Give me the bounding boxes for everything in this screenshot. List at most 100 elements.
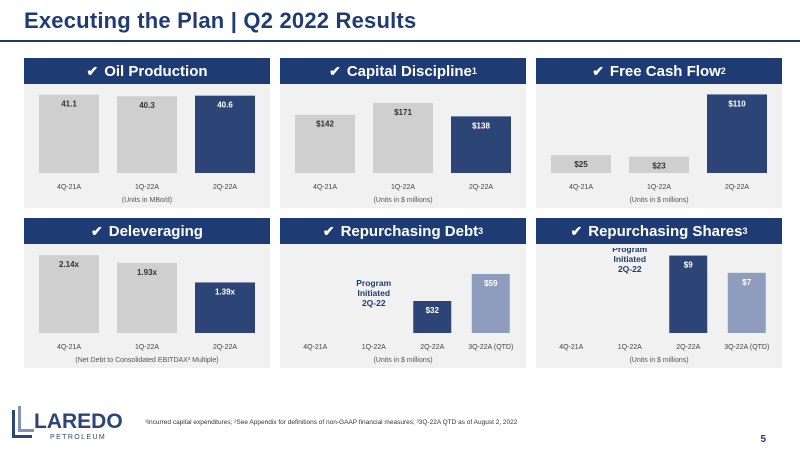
tick-label: 1Q-22A <box>391 184 415 191</box>
panel-oil-production: ✔ Oil Production 41.1 4Q-21A 40.3 1Q-22A 40.… <box>24 58 270 208</box>
tick-label: 4Q-21A <box>313 184 337 191</box>
tick-label: 4Q-21A <box>57 184 81 191</box>
tick-label: 1Q-22A <box>135 344 159 351</box>
bar <box>413 301 452 333</box>
data-label: $171 <box>394 108 412 117</box>
tick-label: 3Q-22A (QTD) <box>468 344 513 351</box>
chart-capital-discipline: $142 4Q-21A $171 1Q-22A $138 2Q-22A (Units in … <box>280 88 526 208</box>
bar <box>39 255 99 333</box>
panel-deleveraging: ✔ Deleveraging 2.14x 4Q-21A 1.93x 1Q-22A 1.3… <box>24 218 270 368</box>
panel-banner: ✔ Oil Production <box>24 58 270 84</box>
data-label: $23 <box>652 162 666 171</box>
bar <box>451 116 511 173</box>
tick-label: 4Q-21A <box>559 344 583 351</box>
axis-label: (Units in $ millions) <box>373 357 432 364</box>
bar <box>471 274 510 333</box>
data-label: $142 <box>316 120 334 129</box>
chart-free-cash-flow: $25 4Q-21A $23 1Q-22A $110 2Q-22A (Units in $ … <box>536 88 782 208</box>
chart-svg: 4Q-21A 1Q-22A $32 2Q-22A $59 3Q-22A (QTD) (Uni… <box>303 274 513 364</box>
title-divider <box>0 40 800 42</box>
checkmark-icon: ✔ <box>322 222 335 239</box>
checkmark-icon: ✔ <box>91 222 103 239</box>
tick-label: 2Q-22A <box>213 184 237 191</box>
tick-label: 1Q-22A <box>647 184 671 191</box>
chart-deleveraging: 2.14x 4Q-21A 1.93x 1Q-22A 1.39x 2Q-22A (Net De… <box>24 248 270 368</box>
panel-free-cash-flow: ✔ Free Cash Flow 2 $25 4Q-21A $23 1Q-22A $11… <box>536 58 782 208</box>
bar <box>727 272 766 333</box>
annotation-text: Initiated <box>613 254 646 264</box>
panel-banner: ✔ Repurchasing Shares 3 <box>536 218 782 244</box>
tick-label: 1Q-22A <box>618 344 642 351</box>
tick-label: 1Q-22A <box>135 184 159 191</box>
chart-svg: $25 4Q-21A $23 1Q-22A $110 2Q-22A (Units in $ … <box>551 94 767 204</box>
data-label: 1.39x <box>215 287 236 296</box>
tick-label: 4Q-21A <box>303 344 327 351</box>
bar <box>117 262 177 333</box>
tick-label: 4Q-21A <box>569 184 593 191</box>
tick-label: 1Q-22A <box>362 344 386 351</box>
panel-repurchasing-debt: ✔ Repurchasing Debt 3 4Q-21A 1Q-22A $32 2Q-… <box>280 218 526 368</box>
panel-banner: ✔ Repurchasing Debt 3 <box>280 218 526 244</box>
panel-heading: Free Cash Flow <box>609 62 721 80</box>
data-label: 40.3 <box>139 101 155 110</box>
tick-label: 3Q-22A (QTD) <box>724 344 769 351</box>
axis-label: (Units in $ millions) <box>629 197 688 204</box>
chart-svg: 41.1 4Q-21A 40.3 1Q-22A 40.6 2Q-22A (Units in … <box>39 94 255 204</box>
bar <box>195 95 255 173</box>
axis-label: (Units in $ millions) <box>373 197 432 204</box>
panel-repurchasing-shares: ✔ Repurchasing Shares 3 4Q-21A 1Q-22A $9 2Q… <box>536 218 782 368</box>
logo-wordmark: LAREDO <box>34 410 123 433</box>
checkmark-icon: ✔ <box>86 62 99 79</box>
tick-label: 2Q-22A <box>725 184 749 191</box>
panel-heading: Oil Production <box>104 62 208 80</box>
bar <box>195 282 255 333</box>
chart-svg: 4Q-21A 1Q-22A $9 2Q-22A $7 3Q-22A (QTD) (Units… <box>559 244 769 364</box>
bar <box>39 94 99 173</box>
tick-label: 2Q-22A <box>420 344 444 351</box>
panel-heading: Repurchasing Shares <box>588 222 743 240</box>
tick-label: 2Q-22A <box>213 344 237 351</box>
checkmark-icon: ✔ <box>570 222 583 239</box>
data-label: $110 <box>728 99 746 108</box>
annotation-text: 2Q-22 <box>618 264 642 274</box>
data-label: $9 <box>684 261 693 270</box>
panel-banner: ✔ Deleveraging <box>24 218 270 244</box>
axis-label: (Units in MBo/d) <box>122 197 172 204</box>
data-label: 41.1 <box>61 100 77 109</box>
annotation-text: Program <box>612 248 647 254</box>
chart-oil-production: 41.1 4Q-21A 40.3 1Q-22A 40.6 2Q-22A (Units in … <box>24 88 270 208</box>
data-label: $32 <box>426 306 440 315</box>
panel-banner: ✔ Free Cash Flow 2 <box>536 58 782 84</box>
panel-capital-discipline: ✔ Capital Discipline 1 $142 4Q-21A $171 1Q-… <box>280 58 526 208</box>
panel-heading: Repurchasing Debt <box>340 222 479 240</box>
data-label: 40.6 <box>217 101 233 110</box>
chart-svg: 2.14x 4Q-21A 1.93x 1Q-22A 1.39x 2Q-22A (Net De… <box>39 255 255 364</box>
data-label: $25 <box>574 160 588 169</box>
bar <box>117 96 177 173</box>
annotation-text: 2Q-22 <box>362 298 386 308</box>
data-label: $7 <box>742 278 751 287</box>
logo-subtitle: PETROLEUM <box>50 434 106 441</box>
tick-label: 4Q-21A <box>57 344 81 351</box>
panel-heading: Deleveraging <box>108 222 203 240</box>
bar <box>551 155 611 173</box>
checkmark-icon: ✔ <box>592 62 604 79</box>
panel-banner: ✔ Capital Discipline 1 <box>280 58 526 84</box>
data-label: $138 <box>472 121 490 130</box>
bar <box>629 156 689 173</box>
footnote-text: ¹Incurred capital expenditures; ²See App… <box>145 419 518 426</box>
chart-repurchasing-debt: 4Q-21A 1Q-22A $32 2Q-22A $59 3Q-22A (QTD) (Uni… <box>280 248 526 368</box>
bar <box>669 255 708 333</box>
page-number: 5 <box>760 434 766 445</box>
axis-label: (Units in $ millions) <box>629 357 688 364</box>
axis-label: (Net Debt to Consolidated EBITDAX³ Multi… <box>75 357 218 364</box>
checkmark-icon: ✔ <box>329 62 341 79</box>
tick-label: 2Q-22A <box>469 184 493 191</box>
chart-repurchasing-shares: 4Q-21A 1Q-22A $9 2Q-22A $7 3Q-22A (QTD) (Units… <box>536 244 782 368</box>
panel-heading: Capital Discipline <box>346 62 472 80</box>
data-label: 2.14x <box>59 260 80 269</box>
annotation-text: Program <box>356 278 391 288</box>
data-label: 1.93x <box>137 268 158 277</box>
bar <box>707 94 767 173</box>
bar <box>373 102 433 173</box>
